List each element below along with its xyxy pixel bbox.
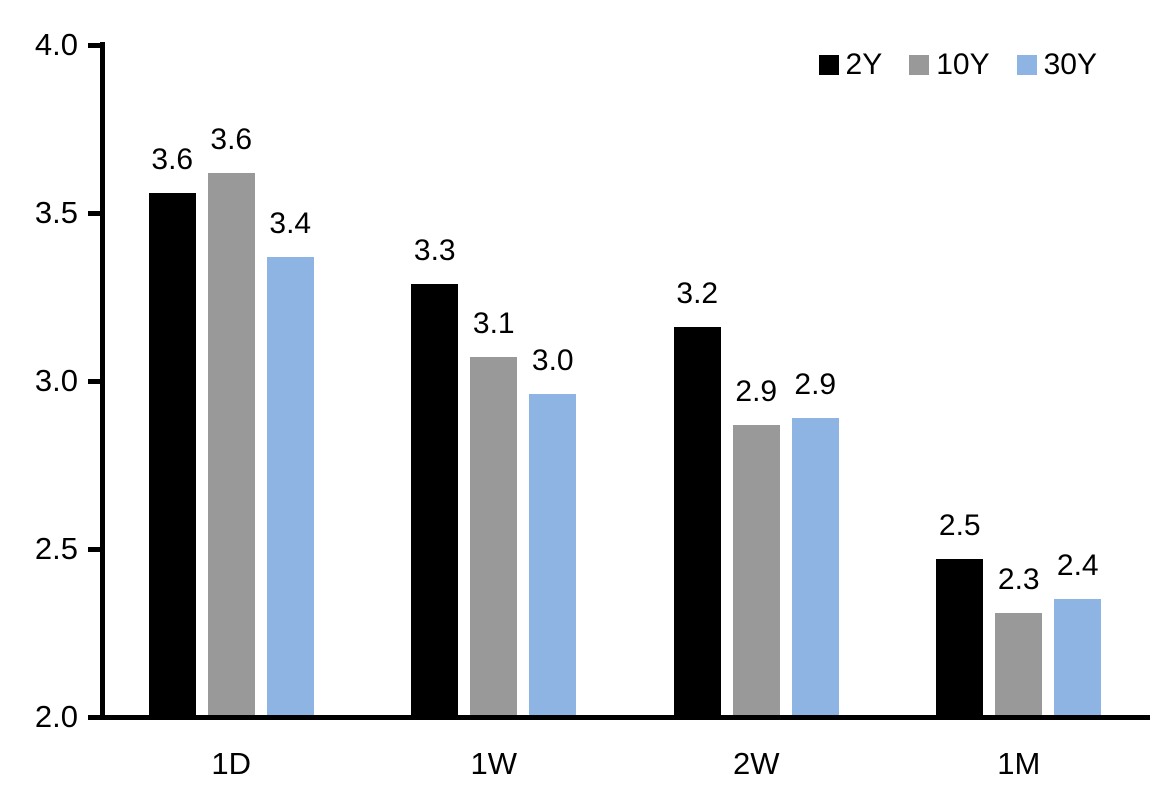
bar-30y-1d xyxy=(266,256,314,715)
bar-10y-2w xyxy=(732,424,780,715)
x-tick-label-2w: 2W xyxy=(733,746,780,781)
bar-value-label: 2.4 xyxy=(1056,549,1099,583)
y-tick-label: 2.5 xyxy=(34,531,78,566)
legend-label: 10Y xyxy=(936,48,990,81)
x-axis-line xyxy=(96,715,1150,720)
legend-label: 2Y xyxy=(845,48,883,81)
y-tick-label: 3.0 xyxy=(34,363,78,398)
legend-swatch-icon xyxy=(909,55,930,75)
legend-swatch-icon xyxy=(1016,55,1037,75)
bar-30y-2w xyxy=(791,417,839,715)
y-tick-label: 2.0 xyxy=(34,699,78,734)
bar-value-label: 2.9 xyxy=(794,367,837,401)
x-tick-label-1d: 1D xyxy=(211,746,252,781)
bar-10y-1d xyxy=(207,172,255,715)
bar-30y-1w xyxy=(529,394,577,715)
bar-value-label: 3.0 xyxy=(531,344,574,378)
bar-30y-1m xyxy=(1054,599,1102,715)
y-tick-mark xyxy=(88,42,101,48)
bar-2y-1d xyxy=(148,192,196,715)
bar-value-label: 2.3 xyxy=(997,562,1040,596)
legend-item-2y: 2Y xyxy=(818,48,883,81)
x-tick-label-1m: 1M xyxy=(997,746,1041,781)
legend-item-30y: 30Y xyxy=(1016,48,1097,81)
bar-value-label: 3.4 xyxy=(269,206,312,240)
y-tick-mark xyxy=(88,210,101,216)
y-tick-mark xyxy=(88,378,101,384)
bar-2y-1w xyxy=(411,283,459,715)
bar-value-label: 3.6 xyxy=(151,142,194,176)
bar-value-label: 3.2 xyxy=(676,277,719,311)
x-tick-label-1w: 1W xyxy=(470,746,518,781)
bar-value-label: 3.3 xyxy=(413,233,456,267)
legend: 2Y 10Y 30Y xyxy=(818,48,1097,81)
bar-2y-1m xyxy=(936,559,984,715)
y-tick-mark xyxy=(88,714,101,720)
legend-label: 30Y xyxy=(1043,48,1097,81)
legend-item-10y: 10Y xyxy=(909,48,990,81)
y-axis-line xyxy=(100,42,105,720)
y-tick-label: 3.5 xyxy=(34,195,78,230)
y-tick-mark xyxy=(88,546,101,552)
legend-swatch-icon xyxy=(818,55,839,75)
bar-value-label: 2.5 xyxy=(938,509,981,543)
bar-value-label: 3.1 xyxy=(472,307,515,341)
bar-10y-1w xyxy=(470,357,518,715)
bar-10y-1m xyxy=(995,612,1043,715)
y-tick-label: 4.0 xyxy=(34,27,78,62)
bar-value-label: 3.6 xyxy=(210,122,253,156)
bar-value-label: 2.9 xyxy=(735,374,778,408)
bar-2y-2w xyxy=(673,327,721,715)
